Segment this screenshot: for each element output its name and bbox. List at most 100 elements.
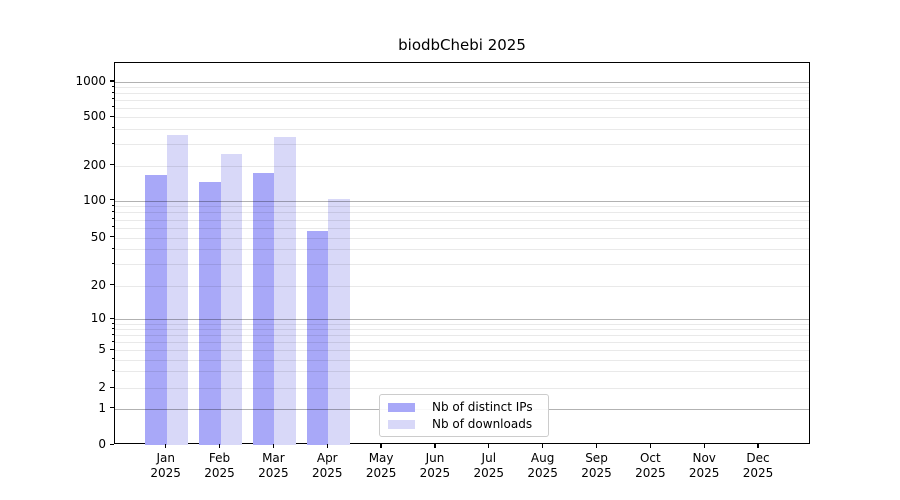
y-tick [110,115,114,117]
x-tick-label: Oct 2025 [618,451,682,481]
y-minor-tick [111,204,114,206]
x-tick-year: 2025 [742,466,774,480]
bar-distinct-ips [145,175,167,446]
y-minor-tick [111,262,114,264]
gridline [115,319,809,321]
gridline [115,237,809,239]
y-tick-label: 1000 [75,73,106,88]
bar-downloads [220,154,243,446]
x-tick [218,444,221,449]
x-tick [272,444,275,449]
y-minor-tick [111,226,114,228]
x-tick-month: Oct [639,451,661,465]
y-minor-tick [111,340,114,342]
gridline [115,99,809,101]
legend: Nb of distinct IPs Nb of downloads [379,394,549,437]
gridline [115,371,809,373]
gridline [115,128,809,130]
legend-item-downloads: Nb of downloads [386,417,542,431]
gridline [115,227,809,229]
x-tick-label: Mar 2025 [241,451,305,481]
y-tick-label: 10 [90,311,106,326]
legend-label-downloads: Nb of downloads [432,417,533,431]
x-tick-year: 2025 [581,466,612,480]
y-tick [110,284,114,286]
x-tick-label: Dec 2025 [726,451,790,481]
y-minor-tick [111,218,114,220]
x-tick [649,444,652,449]
bar-downloads [166,134,189,446]
chart-title: biodbChebi 2025 [398,36,526,54]
gridline [115,388,809,390]
y-tick-label: 5 [98,342,106,357]
bar-distinct-ips [252,172,275,446]
x-tick-month: Apr [316,451,338,465]
y-tick [110,80,114,82]
gridline [115,107,809,109]
legend-item-distinct-ips: Nb of distinct IPs [386,400,542,414]
y-minor-tick [111,106,114,108]
plot-area: Nb of distinct IPs Nb of downloads [114,62,810,446]
x-tick-month: Feb [208,451,231,465]
x-tick-label: Feb 2025 [188,451,252,481]
y-minor-tick [111,322,114,324]
x-tick [326,444,328,449]
x-tick [380,444,382,449]
gridline [115,219,809,221]
bar-downloads [274,136,296,446]
gridline [115,359,809,361]
x-tick [703,444,705,449]
y-minor-tick [111,98,114,100]
x-tick-month: Jan [156,451,175,465]
x-tick-year: 2025 [365,466,397,480]
bar-distinct-ips [306,231,329,446]
x-tick-year: 2025 [419,466,451,480]
bar-distinct-ips [199,182,221,446]
x-tick [595,444,598,449]
y-tick [110,164,114,166]
gridline [115,335,809,337]
x-tick-month: Sep [585,451,608,465]
gridline [115,324,809,325]
x-tick-year: 2025 [150,466,181,480]
y-minor-tick [111,142,114,144]
gridline [115,117,809,118]
x-tick-month: Dec [746,451,770,465]
x-tick-label: Sep 2025 [565,451,629,481]
x-tick-label: May 2025 [349,451,413,481]
x-tick [165,444,167,449]
x-tick-month: May [368,451,394,465]
gridline [115,144,809,146]
y-minor-tick [111,91,114,93]
x-tick-month: Jun [425,451,445,465]
x-tick-year: 2025 [204,466,235,480]
y-minor-tick [111,127,114,129]
y-tick-label: 1 [98,400,106,415]
gridline [115,342,809,344]
y-minor-tick [111,210,114,212]
gridline [115,264,809,266]
y-minor-tick [111,333,114,335]
x-tick-month: Mar [262,451,285,465]
x-tick-label: Apr 2025 [295,451,359,481]
y-tick [110,443,114,446]
y-tick [110,407,114,409]
x-tick [757,444,759,449]
y-minor-tick [111,247,114,249]
y-tick-label: 50 [90,229,106,244]
legend-swatch-downloads [388,419,415,429]
x-tick-label: Nov 2025 [672,451,736,481]
x-tick-month: Jul [481,451,497,465]
x-tick-year: 2025 [258,466,289,480]
y-minor-tick [111,85,114,87]
legend-label-distinct-ips: Nb of distinct IPs [432,400,533,414]
x-tick [541,444,544,449]
y-minor-tick [111,327,114,329]
x-tick [488,444,490,449]
x-tick-year: 2025 [473,466,505,480]
x-tick-label: Jun 2025 [403,451,467,481]
y-tick-label: 200 [83,157,106,172]
x-tick-year: 2025 [527,466,558,480]
y-tick-label: 100 [83,192,106,207]
